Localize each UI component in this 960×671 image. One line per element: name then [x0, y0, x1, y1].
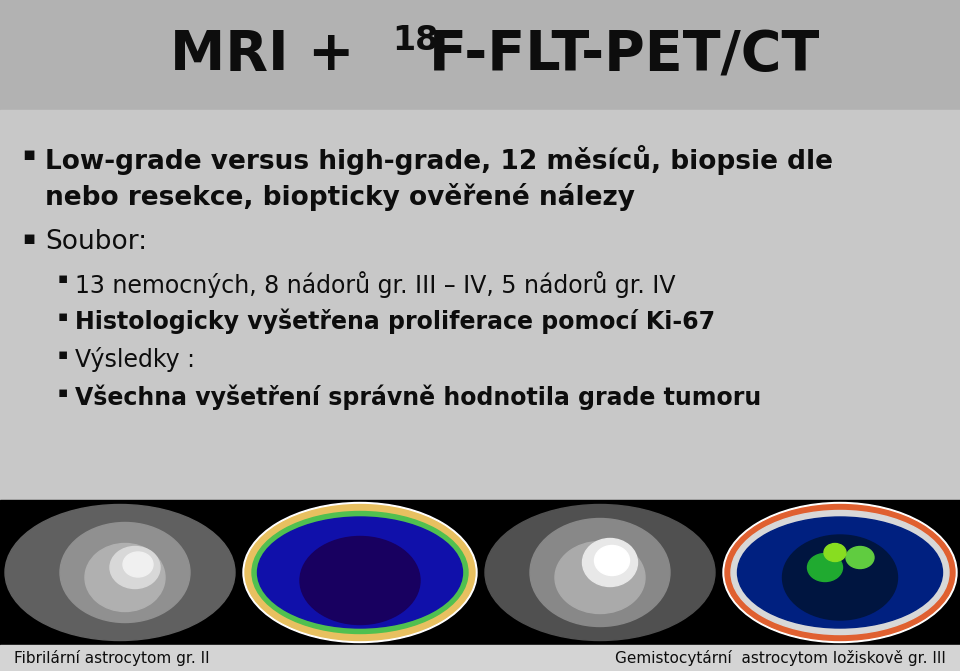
Ellipse shape [5, 505, 235, 641]
Text: ▪: ▪ [22, 229, 36, 248]
Ellipse shape [530, 519, 670, 627]
Ellipse shape [257, 517, 463, 628]
Text: F-FLT-PET/CT: F-FLT-PET/CT [429, 28, 820, 82]
Ellipse shape [60, 523, 190, 623]
Ellipse shape [846, 546, 874, 568]
Ellipse shape [807, 554, 843, 582]
Text: Gemistocytární  astrocytom ložiskově gr. III: Gemistocytární astrocytom ložiskově gr. … [615, 650, 946, 666]
Text: Všechna vyšetření správně hodnotila grade tumoru: Všechna vyšetření správně hodnotila grad… [75, 385, 761, 411]
Text: 13 nemocných, 8 nádorů gr. III – IV, 5 nádorů gr. IV: 13 nemocných, 8 nádorů gr. III – IV, 5 n… [75, 271, 676, 298]
Text: MRI +: MRI + [170, 28, 373, 82]
Ellipse shape [300, 537, 420, 625]
Ellipse shape [594, 546, 630, 576]
Text: 18: 18 [392, 25, 439, 58]
Bar [0, 645, 960, 671]
Text: nebo resekce, biopticky ověřené nálezy: nebo resekce, biopticky ověřené nálezy [45, 183, 635, 211]
Ellipse shape [782, 535, 898, 620]
Text: Fibrilární astrocytom gr. II: Fibrilární astrocytom gr. II [14, 650, 209, 666]
Ellipse shape [725, 505, 955, 641]
Text: ▪: ▪ [58, 271, 68, 286]
Ellipse shape [85, 544, 165, 611]
Bar [0, 0, 960, 110]
Bar [0, 500, 960, 645]
Text: Histologicky vyšetřena proliferace pomocí Ki-67: Histologicky vyšetřena proliferace pomoc… [75, 309, 715, 335]
Ellipse shape [737, 517, 943, 628]
Ellipse shape [485, 505, 715, 641]
Ellipse shape [245, 505, 475, 641]
Ellipse shape [723, 503, 957, 643]
Text: ▪: ▪ [58, 309, 68, 324]
Text: Výsledky :: Výsledky : [75, 347, 195, 372]
Ellipse shape [555, 541, 645, 613]
Ellipse shape [110, 546, 160, 588]
Ellipse shape [824, 544, 846, 562]
Ellipse shape [731, 511, 949, 635]
Text: ▪: ▪ [58, 385, 68, 400]
Ellipse shape [583, 539, 637, 586]
Text: Soubor:: Soubor: [45, 229, 147, 255]
Ellipse shape [123, 552, 153, 577]
Bar [0, 110, 960, 500]
Text: ▪: ▪ [58, 347, 68, 362]
Text: ▪: ▪ [22, 145, 36, 164]
Ellipse shape [243, 503, 477, 643]
Text: Low-grade versus high-grade, 12 měsíců, biopsie dle: Low-grade versus high-grade, 12 měsíců, … [45, 145, 833, 175]
Ellipse shape [252, 511, 468, 633]
